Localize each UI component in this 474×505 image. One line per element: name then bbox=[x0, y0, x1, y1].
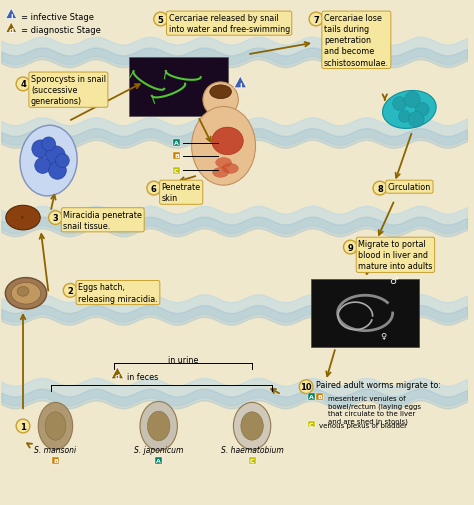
Bar bbox=[173, 140, 180, 147]
Circle shape bbox=[42, 138, 55, 152]
Ellipse shape bbox=[5, 278, 46, 310]
Bar bbox=[249, 457, 255, 464]
Text: B: B bbox=[174, 154, 179, 159]
Text: 7: 7 bbox=[313, 16, 319, 24]
Ellipse shape bbox=[140, 401, 177, 450]
Text: 10: 10 bbox=[301, 382, 312, 391]
Text: A: A bbox=[156, 458, 161, 463]
Text: Paired adult worms migrate to:: Paired adult worms migrate to: bbox=[316, 380, 441, 389]
FancyBboxPatch shape bbox=[215, 113, 227, 127]
Text: in feces: in feces bbox=[127, 373, 158, 382]
Text: 2: 2 bbox=[67, 286, 73, 295]
Ellipse shape bbox=[223, 164, 238, 174]
Ellipse shape bbox=[45, 412, 66, 440]
Ellipse shape bbox=[241, 412, 263, 440]
Ellipse shape bbox=[212, 128, 243, 156]
Circle shape bbox=[409, 112, 424, 128]
Text: i: i bbox=[10, 14, 12, 20]
Text: A: A bbox=[309, 394, 313, 399]
Circle shape bbox=[46, 146, 65, 166]
Circle shape bbox=[203, 83, 238, 118]
Circle shape bbox=[64, 284, 77, 297]
Ellipse shape bbox=[216, 158, 231, 168]
Text: Cercariae lose
tails during
penetration
and become
schistosomulae.: Cercariae lose tails during penetration … bbox=[324, 14, 389, 67]
Circle shape bbox=[32, 141, 50, 158]
Bar bbox=[317, 393, 323, 400]
Text: C: C bbox=[309, 422, 313, 427]
Circle shape bbox=[392, 97, 406, 111]
Bar bbox=[155, 457, 162, 464]
Text: i: i bbox=[239, 83, 242, 89]
Text: d: d bbox=[9, 28, 14, 34]
Text: Eggs hatch,
releasing miracidia.: Eggs hatch, releasing miracidia. bbox=[78, 283, 158, 303]
Text: ♂: ♂ bbox=[390, 276, 399, 286]
Bar bbox=[52, 457, 59, 464]
Circle shape bbox=[299, 380, 313, 394]
Ellipse shape bbox=[6, 206, 40, 230]
Ellipse shape bbox=[20, 126, 77, 196]
Ellipse shape bbox=[17, 287, 29, 296]
Text: 1: 1 bbox=[20, 422, 26, 431]
Text: ♀: ♀ bbox=[380, 331, 386, 340]
Ellipse shape bbox=[191, 107, 255, 186]
Ellipse shape bbox=[213, 168, 228, 178]
Ellipse shape bbox=[383, 91, 436, 129]
Text: 5: 5 bbox=[158, 16, 164, 24]
Polygon shape bbox=[6, 9, 17, 20]
Ellipse shape bbox=[233, 402, 271, 450]
Circle shape bbox=[48, 162, 66, 180]
Polygon shape bbox=[111, 367, 124, 379]
Circle shape bbox=[404, 92, 420, 108]
Circle shape bbox=[344, 241, 357, 255]
Ellipse shape bbox=[210, 86, 231, 99]
Text: 6: 6 bbox=[151, 184, 157, 193]
Circle shape bbox=[55, 155, 69, 168]
Ellipse shape bbox=[38, 402, 73, 450]
Text: C: C bbox=[174, 169, 179, 174]
Text: d: d bbox=[115, 373, 120, 379]
Text: 3: 3 bbox=[53, 214, 58, 223]
Text: in urine: in urine bbox=[168, 356, 199, 365]
Text: Penetrate
skin: Penetrate skin bbox=[162, 183, 201, 203]
Text: mesenteric venules of
bowel/rectum (laying eggs
that circulate to the liver
and : mesenteric venules of bowel/rectum (layi… bbox=[328, 395, 421, 424]
Text: A: A bbox=[174, 141, 179, 146]
Circle shape bbox=[309, 13, 323, 27]
Text: 4: 4 bbox=[20, 80, 26, 89]
Text: 8: 8 bbox=[377, 184, 383, 193]
Circle shape bbox=[16, 419, 30, 433]
Text: Cercariae released by snail
into water and free-swimming: Cercariae released by snail into water a… bbox=[169, 14, 290, 34]
Bar bbox=[173, 168, 180, 175]
Circle shape bbox=[147, 182, 161, 195]
Bar bbox=[173, 153, 180, 160]
Text: Sporocysts in snail
(successive
generations): Sporocysts in snail (successive generati… bbox=[31, 75, 106, 106]
Text: Miracidia penetrate
snail tissue.: Miracidia penetrate snail tissue. bbox=[64, 210, 142, 230]
Text: C: C bbox=[250, 458, 255, 463]
Text: S. japonicum: S. japonicum bbox=[134, 445, 183, 453]
Ellipse shape bbox=[11, 283, 41, 305]
Circle shape bbox=[16, 78, 30, 91]
FancyBboxPatch shape bbox=[311, 279, 419, 347]
Circle shape bbox=[154, 13, 167, 27]
Circle shape bbox=[48, 211, 63, 225]
Bar bbox=[308, 393, 315, 400]
Text: Migrate to portal
blood in liver and
mature into adults: Migrate to portal blood in liver and mat… bbox=[358, 240, 433, 271]
Ellipse shape bbox=[147, 412, 170, 441]
Text: S. haematobium: S. haematobium bbox=[221, 445, 283, 453]
Text: S. mansoni: S. mansoni bbox=[35, 445, 76, 453]
Text: Circulation: Circulation bbox=[388, 183, 431, 192]
Text: B: B bbox=[53, 458, 58, 463]
Text: B: B bbox=[318, 394, 322, 399]
Text: venous plexus of bladder: venous plexus of bladder bbox=[319, 422, 407, 428]
Circle shape bbox=[399, 111, 410, 123]
Polygon shape bbox=[234, 77, 246, 89]
Text: = infective Stage: = infective Stage bbox=[21, 13, 94, 22]
Bar bbox=[308, 421, 315, 428]
Circle shape bbox=[35, 158, 51, 174]
Circle shape bbox=[415, 104, 429, 117]
Circle shape bbox=[373, 182, 387, 195]
FancyBboxPatch shape bbox=[129, 58, 228, 117]
Polygon shape bbox=[6, 23, 17, 33]
Text: = diagnostic Stage: = diagnostic Stage bbox=[21, 26, 101, 35]
Text: 9: 9 bbox=[347, 243, 353, 252]
